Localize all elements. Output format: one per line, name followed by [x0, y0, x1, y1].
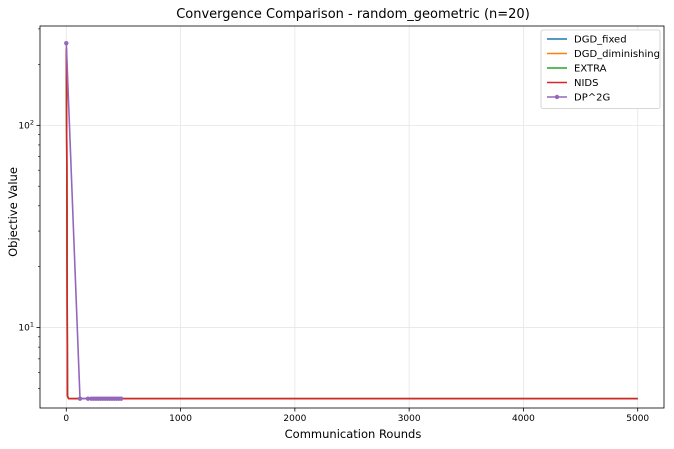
chart-title: Convergence Comparison - random_geometri…: [176, 7, 530, 22]
x-tick-label: 1000: [169, 414, 192, 424]
y-axis-label: Objective Value: [6, 167, 20, 257]
y-tick-label: 102: [18, 118, 34, 131]
series-line-3: [65, 48, 638, 400]
x-tick-label: 2000: [283, 414, 306, 424]
legend-box: [540, 29, 661, 109]
x-tick-label: 0: [63, 414, 69, 424]
series-layer: [64, 40, 638, 401]
legend: DGD_fixed DGD_diminishing EXTRA NIDS DP^2G: [540, 29, 661, 109]
data-point: [85, 396, 91, 401]
x-tick-label: 3000: [398, 414, 421, 424]
x-axis-label: Communication Rounds: [285, 427, 422, 441]
series-line-4: [65, 43, 122, 400]
legend-label: NIDS: [574, 78, 598, 89]
x-tick-label: 4000: [512, 414, 535, 424]
legend-label: DGD_diminishing: [574, 49, 660, 60]
y-tick-label: 101: [18, 321, 34, 334]
legend-marker: [554, 94, 560, 100]
data-point: [77, 396, 83, 401]
data-point: [118, 396, 124, 401]
legend-label: EXTRA: [574, 64, 607, 75]
x-axis: 0 1000 2000 3000 4000 5000: [63, 408, 649, 424]
x-tick-label: 5000: [626, 414, 649, 424]
legend-label: DP^2G: [574, 93, 610, 104]
plot-area: [39, 25, 665, 409]
data-point: [64, 40, 69, 46]
y-axis: 101 102: [18, 28, 40, 389]
legend-label: DGD_fixed: [574, 35, 627, 46]
